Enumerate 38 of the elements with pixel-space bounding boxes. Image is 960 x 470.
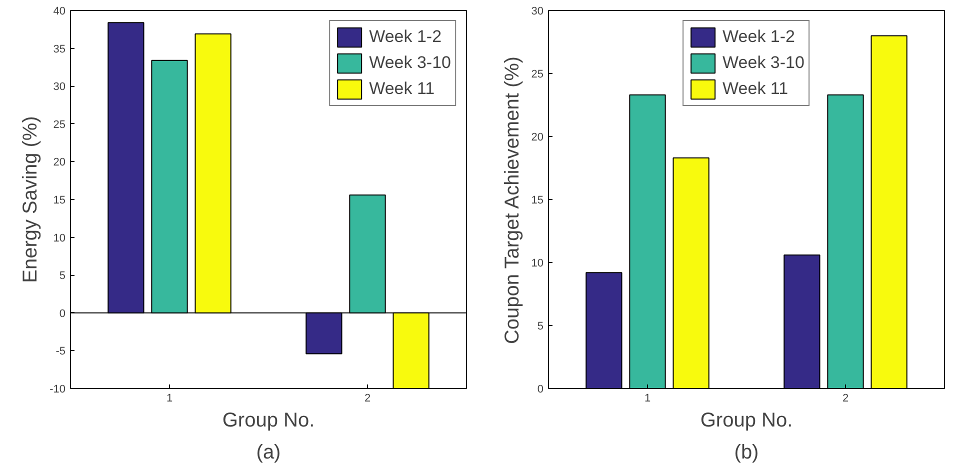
y-tick-label: 20 (531, 132, 544, 144)
y-tick-label: 0 (537, 384, 544, 396)
x-tick-label: 1 (166, 392, 173, 404)
bar (784, 254, 820, 388)
legend-label: Week 1-2 (369, 27, 442, 47)
y-tick-label: 25 (53, 118, 66, 131)
y-tick-label: 10 (53, 232, 66, 244)
y-tick-label: 5 (537, 320, 544, 332)
y-tick-label: 10 (531, 258, 544, 270)
y-tick-label: 30 (531, 6, 544, 18)
y-tick-label: 15 (531, 194, 544, 206)
y-tick-label: 20 (53, 156, 66, 169)
legend-label: Week 1-2 (722, 27, 795, 47)
y-tick-label: -10 (50, 384, 66, 396)
y-tick-label: 35 (53, 43, 66, 56)
text: (a) (256, 442, 281, 464)
y-tick-label: 30 (53, 81, 66, 94)
bar (586, 272, 622, 388)
y-tick-label: 5 (59, 270, 66, 282)
text: (b) (734, 442, 759, 464)
y-tick-label: 0 (59, 308, 66, 320)
y-tick-label: 25 (531, 68, 544, 80)
x-tick-label: 2 (364, 392, 371, 404)
x-axis-title: Group No. (222, 410, 315, 432)
y-tick-label: 15 (53, 194, 66, 206)
bar (672, 157, 710, 388)
y-axis-title: Coupon Target Achievement (%) (501, 56, 524, 344)
x-tick-label: 2 (842, 392, 849, 404)
x-axis-title: Group No. (700, 410, 793, 432)
x-tick-label: 1 (644, 392, 651, 404)
legend-label: Week 3-10 (369, 53, 451, 73)
y-tick-label: -5 (56, 346, 66, 358)
y-axis-title: Energy Saving (%) (20, 116, 42, 283)
legend-label: Week 3-10 (722, 53, 804, 73)
y-tick-label: 40 (53, 6, 66, 18)
legend-label: Week 11 (369, 79, 435, 99)
bar (870, 35, 908, 388)
legend-label: Week 11 (722, 79, 788, 99)
